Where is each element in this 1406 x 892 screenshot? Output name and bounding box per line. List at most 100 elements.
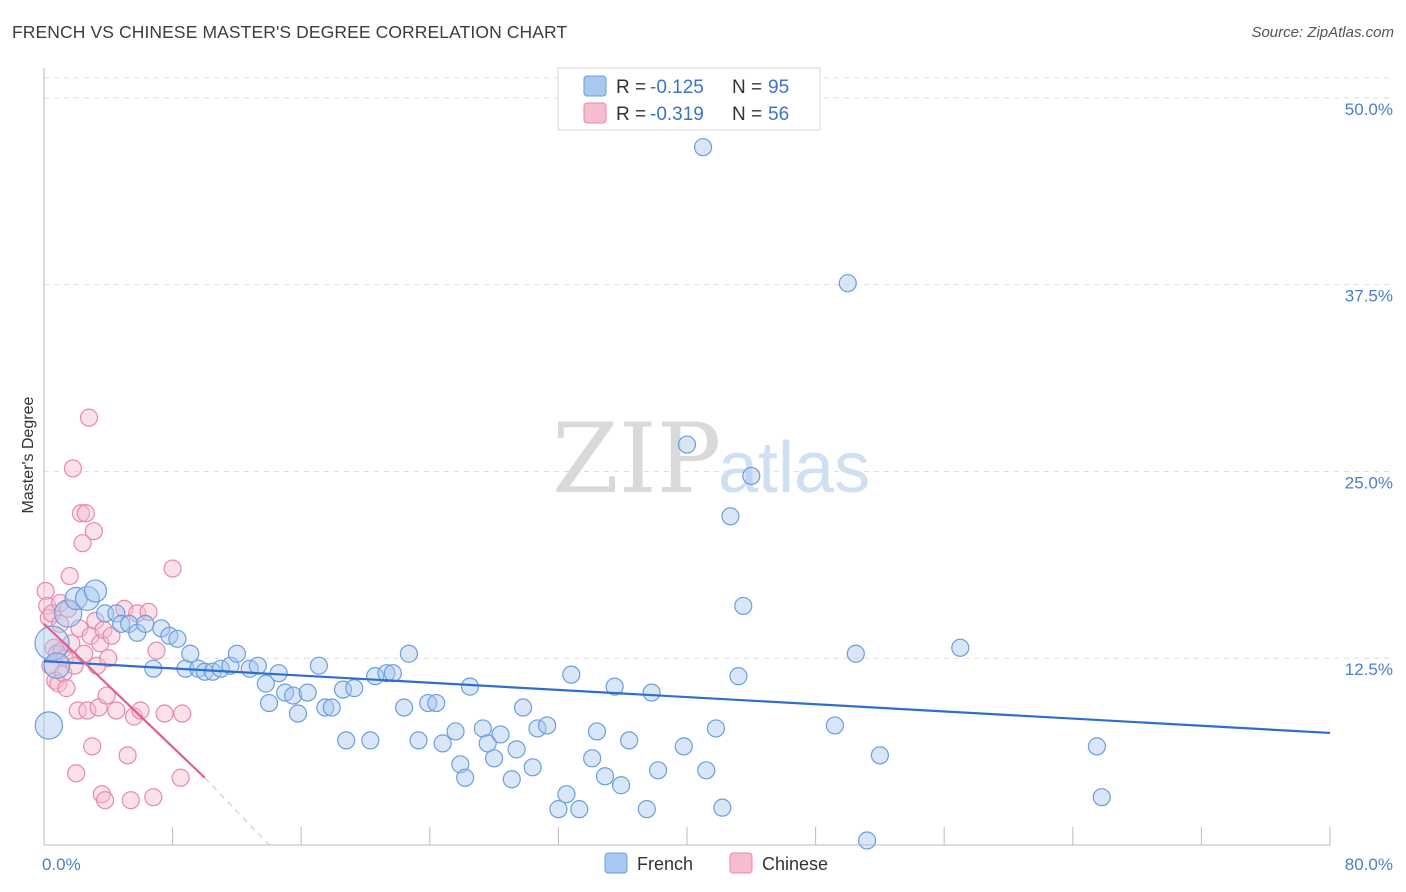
french-point-66 [562,665,581,684]
chinese-point-23 [71,504,91,523]
french-point-93 [1087,737,1107,756]
french-point-28 [259,693,279,713]
chinese-point-21 [68,701,87,720]
chart-source: Source: ZipAtlas.com [1251,24,1394,41]
french-point-92 [951,638,970,657]
french-point-16 [168,629,187,648]
legend-r-value-french: -0.125 [650,77,704,98]
chinese-point-31 [84,522,103,541]
french-point-79 [693,138,713,157]
chinese-point-55 [173,704,192,723]
french-point-91 [870,746,890,765]
french-point-61 [523,758,542,777]
bottom-legend: French Chinese [604,852,828,874]
chinese-trend-extension [204,777,270,846]
chinese-point-26 [76,504,95,523]
french-point-6 [83,579,108,603]
chinese-point-25 [75,644,94,663]
french-point-72 [611,776,631,795]
chinese-point-52 [155,704,174,723]
french-point-76 [648,761,668,780]
axes [43,68,1331,846]
chinese-point-51 [147,641,166,660]
chart-title: FRENCH VS CHINESE MASTER'S DEGREE CORREL… [12,22,568,42]
french-point-2 [43,652,71,680]
y-tick-label-2: 37.5% [1345,287,1393,306]
french-point-70 [595,767,615,786]
chinese-point-40 [99,649,118,668]
french-point-63 [538,716,557,735]
french-point-67 [570,800,589,819]
legend-n-label-chinese: N = [732,104,762,125]
chinese-point-30 [83,737,102,756]
chinese-trend-line [43,623,206,779]
french-point-78 [677,435,697,454]
french-point-1 [34,625,70,661]
french-point-83 [721,507,740,526]
y-tick-label-0: 12.5% [1345,660,1393,679]
bottom-legend-chinese: Chinese [762,854,828,874]
french-point-74 [637,800,656,819]
chinese-point-49 [139,602,158,622]
french-point-84 [729,667,748,686]
french-point-51 [451,755,470,774]
french-point-69 [587,722,607,741]
french-point-32 [288,704,308,723]
chinese-point-0 [36,581,55,601]
french-point-24 [227,644,246,663]
french-point-82 [713,798,732,817]
french-point-39 [345,679,364,698]
legend-n-value-chinese: 56 [768,104,789,125]
bottom-legend-french: French [637,854,693,874]
gridlines [44,77,1392,659]
french-point-26 [248,656,267,675]
french-point-88 [838,274,857,293]
trend-lines [43,623,1331,846]
series-french [34,138,1111,850]
chinese-point-41 [102,626,121,645]
french-point-8 [107,604,126,623]
french-point-90 [857,831,877,850]
legend-n-label-french: N = [732,77,762,98]
french-point-33 [298,683,317,702]
chinese-point-18 [63,459,83,478]
french-point-56 [485,749,504,768]
watermark-zip: ZIP [552,403,721,515]
french-point-12 [136,614,155,633]
chinese-point-44 [118,746,137,765]
french-point-52 [456,768,475,787]
french-point-50 [446,722,465,741]
french-point-3 [53,599,83,628]
chinese-point-24 [73,534,92,553]
legend-swatch-french [583,75,607,97]
french-point-38 [337,731,356,750]
legend-swatch-chinese [583,102,607,124]
french-point-40 [361,731,380,750]
french-point-65 [557,785,576,804]
x-tick-label-max: 80.0% [1345,855,1393,874]
french-point-45 [399,644,419,663]
legend: R = -0.125 N = 95 R = -0.319 N = 56 [557,67,821,131]
french-point-85 [734,596,753,616]
french-point-81 [706,719,726,738]
french-point-53 [460,677,480,696]
french-point-42 [377,664,396,683]
legend-n-value-french: 95 [768,77,789,98]
chinese-point-39 [97,686,116,705]
french-point-64 [549,800,568,819]
watermark: ZIP atlas [552,403,870,515]
chinese-point-48 [131,701,150,720]
y-tick-labels: 12.5% 25.0% 37.5% 50.0% [1345,100,1393,679]
chinese-point-50 [144,788,163,807]
chinese-point-38 [95,791,115,810]
french-point-18 [181,644,200,663]
x-tick-label-min: 0.0% [42,855,81,874]
legend-r-label-french: R = [616,77,646,98]
french-point-75 [642,683,661,702]
french-point-80 [697,761,716,780]
french-point-0 [34,711,64,740]
bottom-legend-swatch-french [604,852,628,874]
french-point-46 [409,731,428,750]
french-point-35 [316,698,335,717]
